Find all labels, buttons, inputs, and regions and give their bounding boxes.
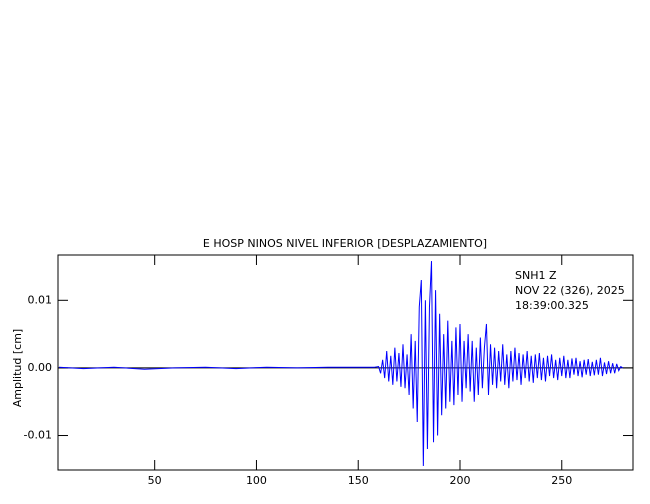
y-tick-label: 0.01: [28, 293, 53, 306]
x-tick-label: 250: [551, 474, 572, 487]
x-tick-label: 200: [449, 474, 470, 487]
annotation: SNH1 Z: [515, 269, 557, 282]
x-tick-label: 100: [246, 474, 267, 487]
annotation: 18:39:00.325: [515, 299, 589, 312]
x-tick-label: 150: [348, 474, 369, 487]
chart-title: E HOSP NINOS NIVEL INFERIOR [DESPLAZAMIE…: [203, 237, 487, 250]
plot-frame: [57, 254, 634, 471]
annotation: NOV 22 (326), 2025: [515, 284, 625, 297]
waveform: [58, 261, 624, 466]
y-tick-label: -0.01: [24, 429, 52, 442]
y-axis-label: Amplitud [cm]: [11, 329, 24, 407]
y-tick-label: 0.00: [28, 361, 53, 374]
x-tick-label: 50: [148, 474, 162, 487]
